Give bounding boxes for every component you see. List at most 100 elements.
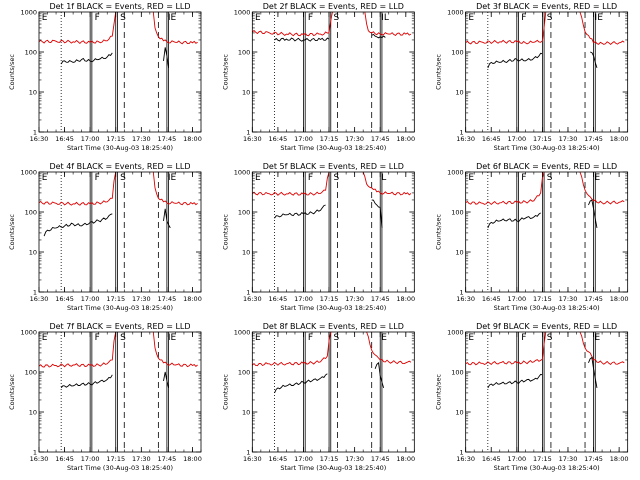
chart-panel-3: Det 3f BLACK = Events, RED = LLD 1 10 100 10…	[435, 2, 629, 152]
series-line-lld	[465, 332, 547, 366]
y-tick-label: 1	[246, 289, 250, 297]
x-tick-label: 17:45	[584, 135, 603, 143]
event-marker: S	[120, 173, 126, 183]
event-marker: IE	[595, 13, 604, 23]
event-marker: E	[255, 333, 261, 343]
x-tick-label: 18:00	[396, 135, 415, 143]
series-line-events	[163, 371, 170, 389]
y-axis-label: Counts/sec	[435, 214, 443, 250]
series-line-events	[60, 52, 113, 65]
series-line-lld	[252, 172, 330, 196]
x-tick-label: 17:30	[345, 135, 364, 143]
x-tick-label: 16:30	[30, 295, 49, 303]
x-tick-label: 17:00	[81, 135, 100, 143]
series-line-events	[60, 374, 113, 389]
y-tick-label: 100	[25, 49, 37, 57]
event-marker: S	[333, 173, 339, 183]
chart-panel-2: Det 2f BLACK = Events, RED = LLD 1 10 100 10…	[221, 2, 415, 152]
series-line-events	[487, 52, 543, 69]
y-tick-label: 1000	[20, 9, 37, 17]
event-marker: E	[468, 333, 474, 343]
x-tick-label: 16:30	[456, 455, 475, 463]
plot-area	[252, 12, 412, 132]
chart-panel-7: Det 7f BLACK = Events, RED = LLD 1 10 100 10…	[8, 322, 202, 472]
y-axis-label: Counts/sec	[221, 54, 229, 90]
event-marker: F	[308, 13, 313, 23]
x-tick-label: 18:00	[610, 135, 629, 143]
plot-frame	[38, 331, 202, 453]
plot-frame	[38, 11, 202, 133]
y-tick-label: 100	[238, 209, 250, 217]
plot-frame	[38, 171, 202, 293]
x-tick-label: 17:15	[320, 455, 339, 463]
y-tick-label: 1000	[20, 329, 37, 337]
x-tick-label: 17:00	[507, 295, 526, 303]
event-marker: F	[308, 333, 313, 343]
chart-title: Det 2f BLACK = Events, RED = LLD	[263, 2, 404, 11]
x-tick-label: 17:15	[320, 135, 339, 143]
x-tick-label: 16:45	[55, 135, 74, 143]
y-tick-label: 100	[451, 49, 463, 57]
x-tick-label: 17:45	[158, 135, 177, 143]
y-tick-label: 1	[33, 449, 37, 457]
plot-area	[252, 172, 412, 292]
series-line-events	[487, 373, 543, 389]
x-tick-label: 17:00	[294, 455, 313, 463]
x-tick-label: 17:00	[81, 455, 100, 463]
y-tick-label: 10	[455, 409, 463, 417]
series-line-events	[590, 51, 598, 69]
y-axis-label: Counts/sec	[221, 374, 229, 410]
event-marker: F	[521, 173, 526, 183]
plot-area	[465, 172, 625, 292]
y-tick-label: 1000	[447, 9, 464, 17]
y-tick-label: 1000	[20, 169, 37, 177]
series-line-lld	[362, 172, 412, 196]
x-tick-label: 18:00	[183, 455, 202, 463]
plot-area	[465, 332, 625, 452]
series-line-events	[374, 361, 385, 389]
plot-area	[39, 172, 198, 292]
event-marker: E	[255, 173, 261, 183]
y-tick-label: 1	[33, 129, 37, 137]
chart-panel-4: Det 4f BLACK = Events, RED = LLD 1 10 100 10…	[8, 162, 202, 312]
event-marker: S	[333, 333, 339, 343]
chart-title: Det 4f BLACK = Events, RED = LLD	[49, 162, 190, 171]
x-tick-label: 16:45	[482, 135, 501, 143]
y-tick-label: 1	[460, 449, 464, 457]
y-tick-label: 10	[29, 249, 37, 257]
y-tick-label: 100	[25, 369, 37, 377]
series-line-lld	[465, 172, 545, 206]
x-tick-label: 17:15	[533, 135, 552, 143]
series-line-events	[371, 33, 386, 39]
x-tick-label: 16:30	[243, 135, 262, 143]
event-marker: S	[547, 333, 553, 343]
y-axis-label: Counts/sec	[435, 54, 443, 90]
y-tick-label: 10	[455, 89, 463, 97]
series-line-events	[163, 47, 170, 68]
x-tick-label: 18:00	[183, 295, 202, 303]
y-tick-label: 1000	[234, 169, 251, 177]
chart-title: Det 7f BLACK = Events, RED = LLD	[49, 322, 190, 331]
event-marker: F	[95, 173, 100, 183]
plot-frame	[465, 331, 629, 453]
chart-title: Det 6f BLACK = Events, RED = LLD	[476, 162, 617, 171]
x-axis-label: Start Time (30-Aug-03 18:25:40)	[494, 144, 600, 152]
x-tick-label: 17:15	[106, 135, 125, 143]
series-line-lld	[252, 12, 333, 37]
y-tick-label: 1	[246, 449, 250, 457]
series-line-lld	[579, 172, 625, 205]
x-tick-label: 17:00	[507, 135, 526, 143]
event-marker: S	[333, 13, 339, 23]
event-marker: E	[381, 333, 387, 343]
event-marker: F	[308, 173, 313, 183]
chart-panel-8: Det 8f BLACK = Events, RED = LLD 1 10 100 10…	[221, 322, 415, 472]
y-tick-label: 1	[33, 289, 37, 297]
y-tick-label: 10	[242, 409, 250, 417]
x-tick-label: 17:30	[132, 455, 151, 463]
x-axis-label: Start Time (30-Aug-03 18:25:40)	[280, 464, 386, 472]
y-tick-label: 10	[242, 89, 250, 97]
x-tick-label: 17:45	[371, 135, 390, 143]
event-marker: E	[42, 333, 48, 343]
event-marker: E	[42, 173, 48, 183]
